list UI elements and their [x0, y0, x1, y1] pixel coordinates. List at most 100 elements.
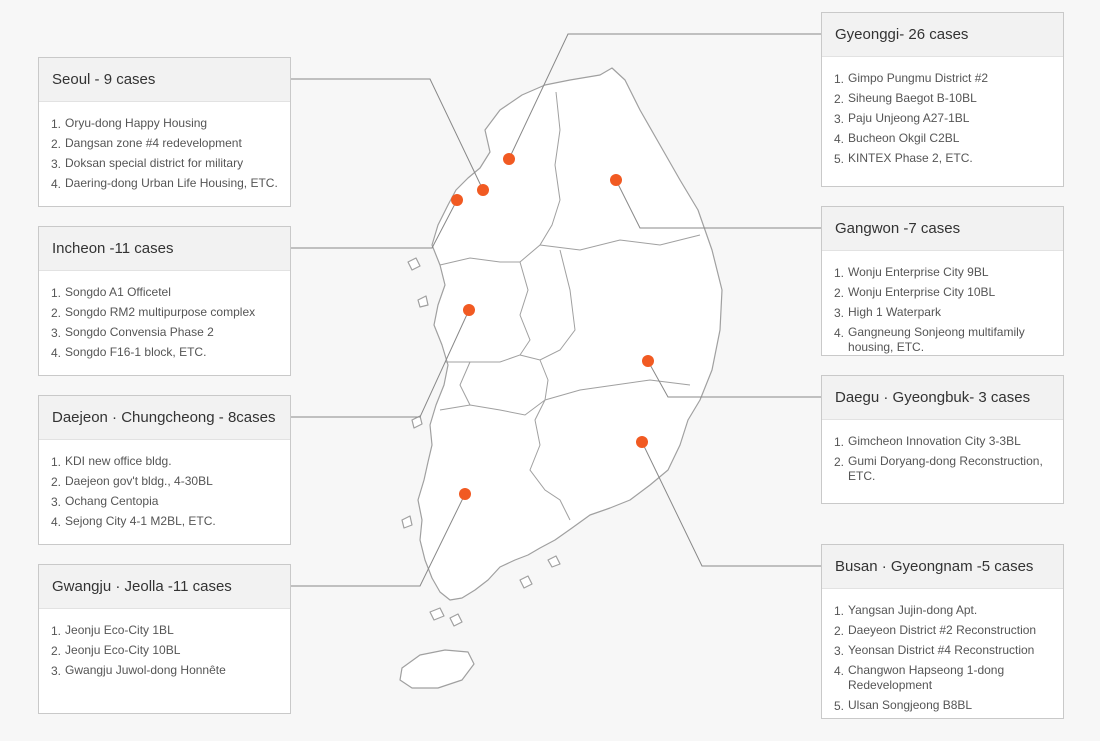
project-item: 1. Gimpo Pungmu District #2 [834, 69, 1053, 89]
item-number: 1. [834, 72, 845, 86]
marker-gwangju[interactable] [459, 488, 471, 500]
project-item: 1. Wonju Enterprise City 9BL [834, 263, 1053, 283]
item-number: 1. [834, 604, 845, 618]
item-number: 3. [834, 644, 845, 658]
item-text: Gimcheon Innovation City 3-3BL [848, 434, 1021, 448]
region-panel-daegu: Daegu · Gyeongbuk- 3 cases 1. Gimcheon In… [821, 375, 1064, 504]
item-number: 2. [51, 137, 62, 151]
project-item: 3. Ochang Centopia [51, 492, 280, 512]
small-island [411, 415, 423, 429]
project-list: 1. Yangsan Jujin-dong Apt. 2. Daeyeon Distr… [822, 589, 1063, 716]
project-item: 3. Paju Unjeong A27-1BL [834, 109, 1053, 129]
province-borders [439, 91, 701, 521]
item-text: Doksan special district for military [65, 156, 244, 170]
leader-line-busan [641, 441, 821, 567]
item-text: Wonju Enterprise City 9BL [848, 265, 989, 279]
item-text: Changwon Hapseong 1-dong Redevelopment [848, 663, 1005, 692]
marker-seoul[interactable] [477, 184, 489, 196]
item-number: 1. [51, 286, 62, 300]
leader-line-gyeonggi [508, 33, 821, 160]
project-list: 1. KDI new office bldg. 2. Daejeon gov't bl… [39, 440, 290, 532]
project-item: 2. Songdo RM2 multipurpose complex [51, 303, 280, 323]
leader-line-seoul [290, 78, 484, 191]
item-number: 1. [834, 266, 845, 280]
marker-gangwon[interactable] [610, 174, 622, 186]
item-text: Songdo Convensia Phase 2 [65, 325, 214, 339]
item-number: 4. [51, 346, 62, 360]
item-text: Jeonju Eco-City 1BL [65, 623, 174, 637]
small-island [449, 613, 463, 627]
item-text: Sejong City 4-1 M2BL, ETC. [65, 514, 216, 528]
item-text: Siheung Baegot B-10BL [848, 91, 977, 105]
project-list: 1. Gimcheon Innovation City 3-3BL 2. Gumi D… [822, 420, 1063, 487]
item-number: 2. [834, 286, 845, 300]
leader-line-gangwon [615, 179, 821, 229]
marker-daejeon[interactable] [463, 304, 475, 316]
project-list: 1. Gimpo Pungmu District #2 2. Siheung Baeg… [822, 57, 1063, 169]
project-list: 1. Wonju Enterprise City 9BL 2. Wonju Enter… [822, 251, 1063, 358]
item-text: Dangsan zone #4 redevelopment [65, 136, 242, 150]
region-markers [451, 153, 654, 500]
project-item: 1. Yangsan Jujin-dong Apt. [834, 601, 1053, 621]
item-number: 1. [51, 117, 62, 131]
project-item: 1. Oryu-dong Happy Housing [51, 114, 280, 134]
item-number: 4. [51, 177, 62, 191]
item-number: 5. [834, 152, 845, 166]
item-text: Bucheon Okgil C2BL [848, 131, 960, 145]
item-text: Daering-dong Urban Life Housing, ETC. [65, 176, 278, 190]
region-panel-busan: Busan · Gyeongnam -5 cases 1. Yangsan Juj… [821, 544, 1064, 719]
region-title: Daejeon · Chungcheong - 8cases [39, 396, 290, 440]
marker-gyeonggi[interactable] [503, 153, 515, 165]
map-landmass [399, 67, 723, 689]
item-text: Gwangju Juwol-dong Honnête [65, 663, 226, 677]
item-text: Gangneung Sonjeong multifamily housing, … [848, 325, 1025, 354]
project-list: 1. Songdo A1 Officetel 2. Songdo RM2 multip… [39, 271, 290, 363]
region-title: Daegu · Gyeongbuk- 3 cases [822, 376, 1063, 420]
marker-incheon[interactable] [451, 194, 463, 206]
item-number: 2. [834, 455, 845, 469]
item-text: Wonju Enterprise City 10BL [848, 285, 996, 299]
jeju-island [399, 649, 475, 689]
item-number: 1. [51, 624, 62, 638]
project-item: 3. High 1 Waterpark [834, 303, 1053, 323]
item-text: Gumi Doryang-dong Reconstruction, ETC. [848, 454, 1043, 483]
marker-daegu[interactable] [642, 355, 654, 367]
item-text: Songdo RM2 multipurpose complex [65, 305, 256, 319]
item-text: KDI new office bldg. [65, 454, 172, 468]
item-number: 3. [51, 326, 62, 340]
item-text: Oryu-dong Happy Housing [65, 116, 208, 130]
small-island [519, 575, 533, 589]
project-item: 4. Daering-dong Urban Life Housing, ETC. [51, 174, 280, 194]
project-item: 1. Jeonju Eco-City 1BL [51, 621, 280, 641]
item-text: Daeyeon District #2 Reconstruction [848, 623, 1037, 637]
project-item: 3. Yeonsan District #4 Reconstruction [834, 641, 1053, 661]
item-text: Ochang Centopia [65, 494, 159, 508]
mainland-outline [417, 67, 723, 601]
project-list: 1. Oryu-dong Happy Housing 2. Dangsan zone … [39, 102, 290, 194]
item-number: 2. [51, 306, 62, 320]
small-island [417, 295, 429, 308]
leader-line-gwangju [290, 493, 466, 587]
item-number: 2. [51, 475, 62, 489]
project-item: 3. Doksan special district for military [51, 154, 280, 174]
project-item: 3. Gwangju Juwol-dong Honnête [51, 661, 280, 681]
small-island [547, 555, 561, 568]
region-panel-gangwon: Gangwon -7 cases 1. Wonju Enterprise City… [821, 206, 1064, 356]
project-item: 2. Gumi Doryang-dong Reconstruction, ETC. [834, 452, 1053, 487]
leader-line-incheon [290, 199, 458, 249]
project-item: 4. Songdo F16-1 block, ETC. [51, 343, 280, 363]
item-number: 3. [51, 664, 62, 678]
project-item: 1. Gimcheon Innovation City 3-3BL [834, 432, 1053, 452]
leader-lines [290, 33, 821, 587]
project-item: 2. Siheung Baegot B-10BL [834, 89, 1053, 109]
region-panel-daejeon: Daejeon · Chungcheong - 8cases 1. KDI new… [38, 395, 291, 545]
item-number: 2. [834, 92, 845, 106]
item-text: Songdo A1 Officetel [65, 285, 171, 299]
item-number: 3. [51, 157, 62, 171]
item-number: 4. [834, 664, 845, 678]
project-item: 2. Dangsan zone #4 redevelopment [51, 134, 280, 154]
region-panel-seoul: Seoul - 9 cases 1. Oryu-dong Happy Housin… [38, 57, 291, 207]
marker-busan[interactable] [636, 436, 648, 448]
region-title: Gangwon -7 cases [822, 207, 1063, 251]
